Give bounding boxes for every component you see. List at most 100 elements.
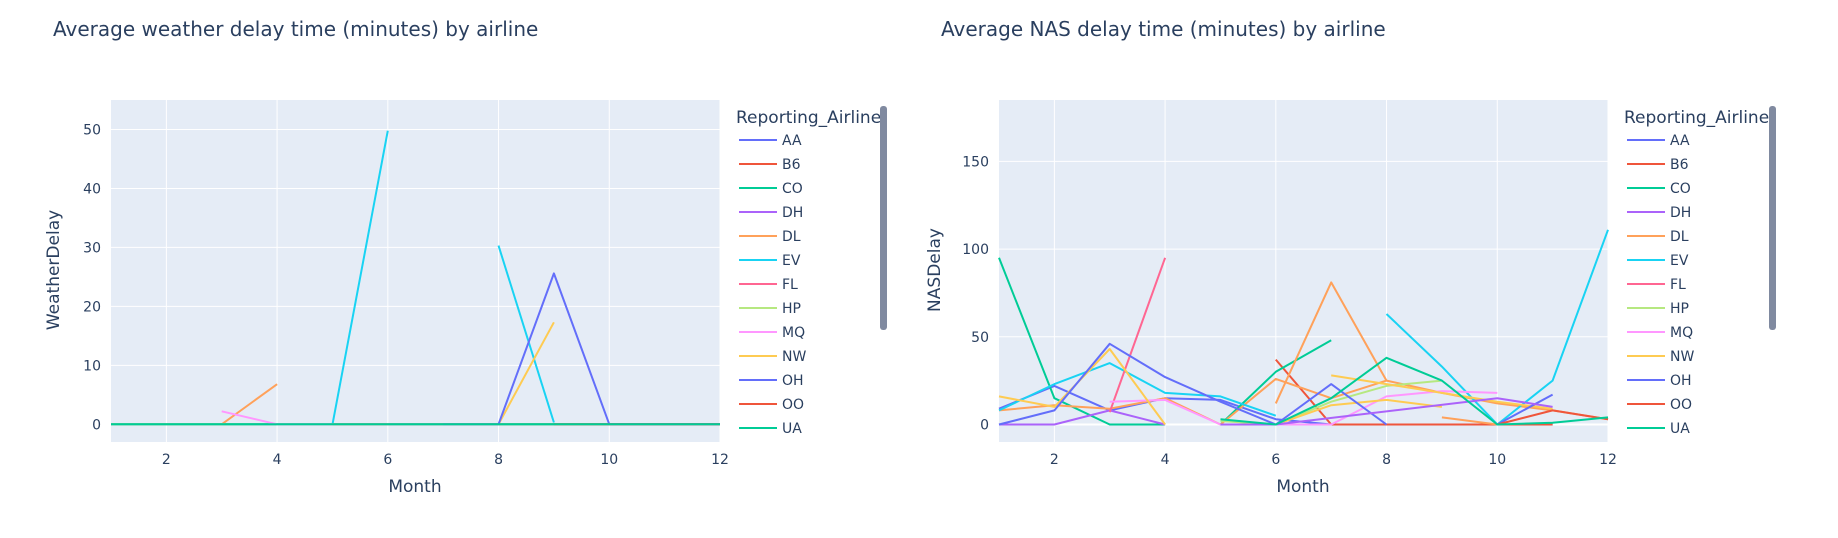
- x-axis-title: Month: [388, 477, 441, 497]
- x-tick-label: 2: [162, 452, 171, 468]
- x-tick-label: 10: [1488, 452, 1506, 468]
- legend-item-ua[interactable]: UA: [739, 421, 802, 437]
- series-line-co[interactable]: [1219, 339, 1332, 426]
- legend-label: HP: [1670, 301, 1689, 317]
- legend-item-dh[interactable]: DH: [739, 205, 803, 221]
- legend-item-dl[interactable]: DL: [1627, 229, 1689, 245]
- x-tick-label: 10: [600, 452, 618, 468]
- legend-title: Reporting_Airline: [1624, 108, 1769, 128]
- legend-label: B6: [782, 157, 801, 173]
- plot-area: [999, 100, 1608, 442]
- y-tick-label: 40: [83, 181, 101, 197]
- legend-label: HP: [782, 301, 801, 317]
- series-line-dl[interactable]: [998, 377, 1609, 426]
- legend-title: Reporting_Airline: [736, 108, 881, 128]
- legend-item-mq[interactable]: MQ: [1627, 325, 1693, 341]
- x-axis-title: Month: [1276, 477, 1329, 497]
- legend-label: DL: [782, 229, 801, 245]
- legend-scrollbar[interactable]: [1769, 106, 1776, 330]
- legend-label: EV: [1670, 253, 1689, 269]
- x-tick-label: 12: [711, 452, 729, 468]
- legend-label: UA: [782, 421, 802, 437]
- x-tick-labels: 2 4 6 8 10 12: [1050, 452, 1617, 468]
- y-tick-labels: 0 50 100 150: [962, 154, 989, 433]
- legend-item-fl[interactable]: FL: [1627, 277, 1686, 293]
- x-tick-label: 4: [1161, 452, 1170, 468]
- y-tick-label: 10: [83, 358, 101, 374]
- series-line-fl[interactable]: [1108, 257, 1167, 413]
- legend-item-b6[interactable]: B6: [739, 157, 801, 173]
- legend-item-oo[interactable]: OO: [739, 397, 804, 413]
- legend-item-dl[interactable]: DL: [739, 229, 801, 245]
- legend-item-dh[interactable]: DH: [1627, 205, 1691, 221]
- legend[interactable]: Reporting_Airline AA B6 CO DH DL EV FL HP MQ NW OH…: [1624, 106, 1776, 437]
- series-line-dl[interactable]: [1274, 281, 1388, 404]
- legend-item-oh[interactable]: OH: [1627, 373, 1692, 389]
- series-line-dl[interactable]: [1441, 416, 1498, 426]
- series-line-ev[interactable]: [998, 362, 1277, 417]
- legend-item-aa[interactable]: AA: [739, 133, 802, 149]
- legend-item-co[interactable]: CO: [1627, 181, 1691, 197]
- series-line-co[interactable]: [998, 257, 1166, 426]
- series-line-dh[interactable]: [999, 409, 1166, 426]
- legend-label: EV: [782, 253, 801, 269]
- legend-item-oo[interactable]: OO: [1627, 397, 1692, 413]
- series-line-oo[interactable]: [1497, 409, 1609, 426]
- y-tick-label: 50: [83, 122, 101, 138]
- legend-label: FL: [782, 277, 798, 293]
- legend-item-fl[interactable]: FL: [739, 277, 798, 293]
- legend-item-ev[interactable]: EV: [1627, 253, 1689, 269]
- series-line-nw[interactable]: [1331, 374, 1553, 410]
- legend-scrollbar[interactable]: [880, 106, 887, 330]
- y-tick-label: 50: [971, 330, 989, 346]
- legend-label: B6: [1670, 157, 1689, 173]
- legend-item-ua[interactable]: UA: [1627, 421, 1690, 437]
- x-tick-label: 4: [273, 452, 282, 468]
- legend-item-b6[interactable]: B6: [1627, 157, 1689, 173]
- legend-label: MQ: [1670, 325, 1693, 341]
- legend-label: OH: [1670, 373, 1692, 389]
- y-tick-label: 100: [962, 242, 989, 258]
- legend-label: AA: [1670, 133, 1690, 149]
- x-tick-label: 8: [494, 452, 503, 468]
- legend-label: DH: [782, 205, 803, 221]
- weather-delay-panel: Average weather delay time (minutes) by …: [44, 17, 887, 497]
- series-line-oh[interactable]: [1496, 393, 1554, 426]
- series-line-oh[interactable]: [998, 342, 1388, 426]
- legend-label: DH: [1670, 205, 1691, 221]
- legend-label: NW: [782, 349, 806, 365]
- legend-item-co[interactable]: CO: [739, 181, 803, 197]
- legend-label: FL: [1670, 277, 1686, 293]
- series-lines: [111, 130, 720, 426]
- legend-item-nw[interactable]: NW: [1627, 349, 1694, 365]
- chart-title: Average NAS delay time (minutes) by airl…: [941, 17, 1386, 41]
- x-tick-label: 12: [1599, 452, 1617, 468]
- legend-item-oh[interactable]: OH: [739, 373, 804, 389]
- legend-label: OH: [782, 373, 804, 389]
- series-line-ev[interactable]: [497, 245, 555, 423]
- legend-item-hp[interactable]: HP: [1627, 301, 1689, 317]
- x-tick-label: 6: [383, 452, 392, 468]
- legend-label: AA: [782, 133, 802, 149]
- y-axis-title: WeatherDelay: [44, 210, 64, 330]
- series-lines: [998, 229, 1609, 426]
- legend-label: OO: [1670, 397, 1692, 413]
- nas-delay-panel: Average NAS delay time (minutes) by airl…: [925, 17, 1776, 497]
- legend-item-nw[interactable]: NW: [739, 349, 806, 365]
- legend-label: OO: [782, 397, 804, 413]
- series-line-dh[interactable]: [1220, 397, 1553, 426]
- legend-item-mq[interactable]: MQ: [739, 325, 805, 341]
- legend-label: CO: [782, 181, 803, 197]
- legend-item-ev[interactable]: EV: [739, 253, 801, 269]
- legend-label: CO: [1670, 181, 1691, 197]
- y-tick-label: 20: [83, 299, 101, 315]
- legend[interactable]: Reporting_Airline AA B6 CO DH DL EV FL HP MQ NW OH…: [736, 106, 887, 437]
- x-tick-label: 8: [1382, 452, 1391, 468]
- y-tick-label: 0: [980, 417, 989, 433]
- legend-item-aa[interactable]: AA: [1627, 133, 1690, 149]
- legend-label: NW: [1670, 349, 1694, 365]
- series-line-ua[interactable]: [1220, 356, 1609, 426]
- legend-item-hp[interactable]: HP: [739, 301, 801, 317]
- y-tick-label: 0: [92, 417, 101, 433]
- chart-title: Average weather delay time (minutes) by …: [53, 17, 538, 41]
